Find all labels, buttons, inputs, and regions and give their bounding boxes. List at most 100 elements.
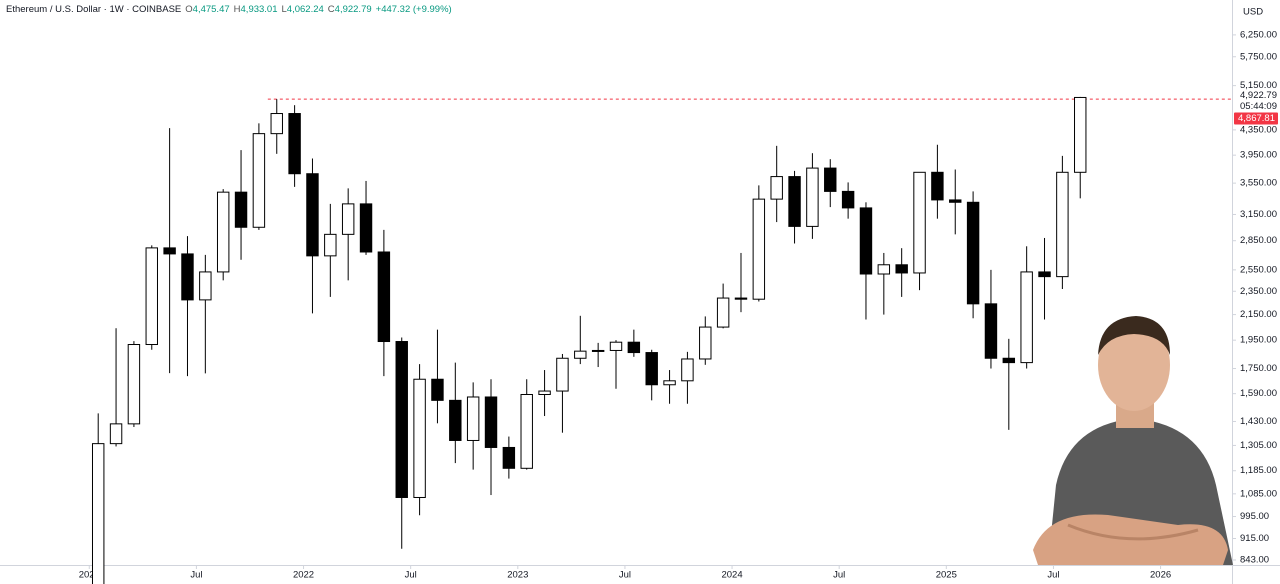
y-tick-label: 1,430.00 [1240, 416, 1277, 427]
candle-body [609, 341, 623, 351]
y-tick-label: 1,185.00 [1240, 465, 1277, 476]
candle-body [431, 378, 444, 401]
candle-body [627, 341, 641, 354]
candle-body [931, 171, 944, 201]
candle-body [127, 344, 141, 425]
x-tick-label: Jul [190, 570, 202, 581]
person-photo [1033, 316, 1233, 565]
candle-body [377, 251, 391, 343]
y-tick-label: 995.00 [1240, 511, 1269, 522]
y-tick-label: 3,150.00 [1240, 209, 1277, 220]
x-tick-label: Jul [619, 570, 631, 581]
y-tick-label: 2,350.00 [1240, 286, 1277, 297]
y-tick-label: 4,350.00 [1240, 124, 1277, 135]
candle-body [556, 357, 569, 392]
candle-body [288, 113, 301, 175]
y-tick-label: 1,085.00 [1240, 488, 1277, 499]
candle-body [1020, 271, 1033, 364]
candle-body [574, 350, 587, 359]
y-tick-label: 1,590.00 [1240, 388, 1277, 399]
candle-body [1002, 357, 1016, 364]
candle-body [913, 171, 926, 274]
candle-body [895, 264, 908, 274]
ohlc-value: 4,062.24 [286, 4, 324, 15]
x-tick-label: 2023 [507, 570, 528, 581]
x-tick-label: 2026 [1150, 570, 1171, 581]
candle-body [824, 167, 837, 192]
candle-body [181, 253, 194, 301]
candle-body [806, 167, 819, 227]
marker-price-box [1234, 112, 1278, 125]
ohlc-key: H [233, 4, 241, 15]
change: +447.32 (+9.99%) [375, 4, 452, 15]
y-tick-label: 843.00 [1240, 554, 1269, 565]
candle-body [645, 352, 658, 386]
chart-header: Ethereum / U.S. Dollar · 1W · COINBASE O4… [6, 4, 456, 15]
candle-body [877, 264, 891, 275]
candle-body [1056, 171, 1069, 278]
candle-body [699, 326, 712, 360]
candle-body [163, 247, 176, 255]
x-tick-label: Jul [833, 570, 845, 581]
candle-body [234, 191, 248, 228]
candle-body [966, 201, 980, 305]
candle-body [199, 271, 212, 301]
ohlc-value: 4,475.47 [192, 4, 230, 15]
candle-body [681, 358, 694, 382]
candle-body [984, 303, 998, 359]
ohlc-value: 4,933.01 [240, 4, 278, 15]
candle-body [502, 446, 516, 469]
y-tick-label: 3,950.00 [1240, 150, 1277, 161]
candle-body [841, 190, 855, 209]
candle-body [663, 380, 676, 386]
candle-body [306, 173, 319, 257]
candle-body [109, 423, 123, 445]
ohlc-key: C [327, 4, 335, 15]
candle-body [145, 247, 158, 346]
x-tick-label: 2025 [936, 570, 957, 581]
candle-body [252, 133, 266, 228]
candle-body [520, 393, 533, 469]
candle-body [359, 203, 373, 253]
y-tick-label: 2,550.00 [1240, 264, 1277, 275]
ohlc-key: L [281, 4, 287, 15]
y-tick-label: 1,750.00 [1240, 363, 1277, 374]
candle-body [1074, 96, 1087, 173]
countdown-label: 05:44:09 [1240, 101, 1277, 112]
x-tick-label: Jul [1047, 570, 1059, 581]
y-tick-label: 5,150.00 [1240, 80, 1277, 91]
x-tick-label: 2021 [79, 570, 100, 581]
candle-body [395, 341, 408, 498]
candle-body [413, 378, 426, 498]
ohlc-key: O [185, 4, 193, 15]
y-tick-label: 6,250.00 [1240, 29, 1277, 40]
candle-body [859, 207, 873, 275]
candle-body [449, 399, 462, 441]
y-tick-label: 2,150.00 [1240, 309, 1277, 320]
candle-body [484, 396, 498, 448]
y-tick-label: 915.00 [1240, 533, 1269, 544]
y-tick-label: 1,950.00 [1240, 335, 1277, 346]
candle-body [466, 396, 480, 441]
marker-price-label: 4,867.81 [1238, 113, 1275, 124]
x-tick-label: 2024 [721, 570, 742, 581]
currency-label: USD [1243, 7, 1263, 18]
candle-body [591, 349, 605, 352]
candle-body [716, 297, 730, 328]
last-price-label: 4,922.79 [1240, 90, 1277, 101]
candle-body [216, 191, 230, 273]
candle-body [752, 198, 766, 300]
x-tick-label: 2022 [293, 570, 314, 581]
candle-body [538, 390, 551, 395]
candle-body [788, 176, 801, 227]
y-tick-label: 2,850.00 [1240, 235, 1277, 246]
candle-body [949, 199, 962, 203]
symbol: Ethereum / U.S. Dollar · 1W · COINBASE [6, 4, 182, 15]
ohlc-value: 4,922.79 [334, 4, 372, 15]
y-tick-label: 5,750.00 [1240, 51, 1277, 62]
candle-body [734, 297, 748, 300]
y-tick-label: 1,305.00 [1240, 440, 1277, 451]
candle-body [91, 443, 105, 584]
